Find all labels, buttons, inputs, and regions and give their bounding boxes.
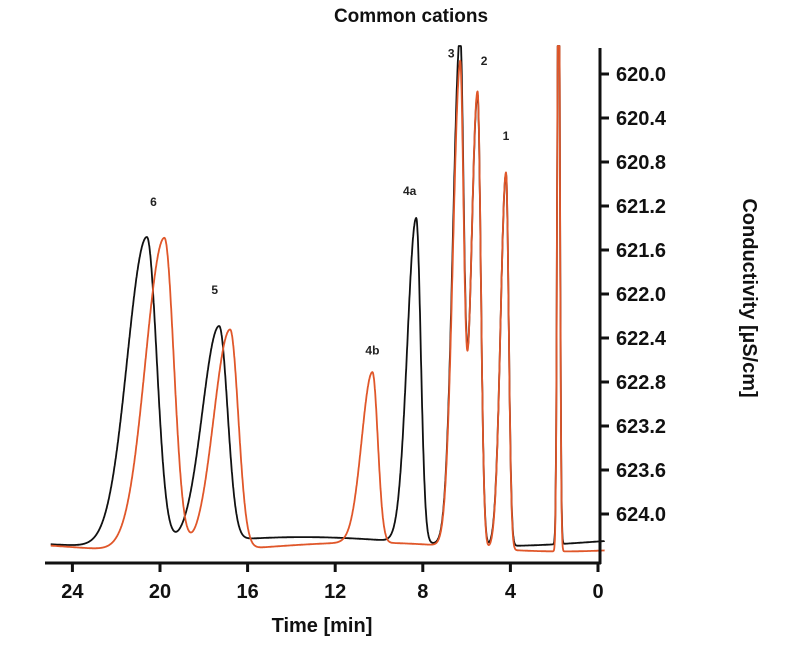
y-tick-label: 621.2 bbox=[616, 196, 666, 218]
peak-label: 4a bbox=[403, 184, 417, 198]
y-tick-label: 620.4 bbox=[616, 108, 667, 130]
chart-title: Common cations bbox=[334, 6, 488, 27]
y-tick-label: 620.0 bbox=[616, 64, 666, 86]
y-tick-label: 623.6 bbox=[616, 460, 666, 482]
x-axis-title: Time [min] bbox=[272, 615, 373, 637]
x-tick-label: 24 bbox=[61, 581, 84, 603]
y-tick-label: 623.2 bbox=[616, 416, 666, 438]
series-lines bbox=[50, 45, 606, 553]
y-tick-label: 622.0 bbox=[616, 284, 666, 306]
y-tick-label: 622.4 bbox=[616, 328, 667, 350]
y-tick-label: 620.8 bbox=[616, 152, 666, 174]
x-tick-label: 0 bbox=[592, 581, 603, 603]
peak-labels: 1 2 3 4a 4b 5 6 bbox=[150, 47, 510, 358]
y-tick-label: 621.6 bbox=[616, 240, 666, 262]
y-axis-ticks: 620.0 620.4 620.8 621.2 621.6 622.0 622.4 622.8… bbox=[600, 64, 667, 526]
x-tick-label: 12 bbox=[324, 581, 346, 603]
y-tick-label: 624.0 bbox=[616, 504, 666, 526]
x-tick-label: 4 bbox=[505, 581, 517, 603]
peak-label: 1 bbox=[503, 129, 510, 143]
y-tick-label: 622.8 bbox=[616, 372, 666, 394]
peak-label: 4b bbox=[365, 344, 379, 358]
series-line-2 bbox=[50, 45, 606, 553]
peak-label: 2 bbox=[481, 54, 488, 68]
x-tick-label: 8 bbox=[417, 581, 428, 603]
y-axis-title: Conductivity [µS/cm] bbox=[738, 198, 760, 397]
x-axis-ticks: 0 4 8 12 16 20 24 bbox=[61, 563, 604, 603]
peak-label: 6 bbox=[150, 195, 157, 209]
peak-label: 3 bbox=[448, 47, 455, 61]
peak-label: 5 bbox=[211, 283, 218, 297]
x-tick-label: 20 bbox=[149, 581, 171, 603]
x-tick-label: 16 bbox=[236, 581, 258, 603]
